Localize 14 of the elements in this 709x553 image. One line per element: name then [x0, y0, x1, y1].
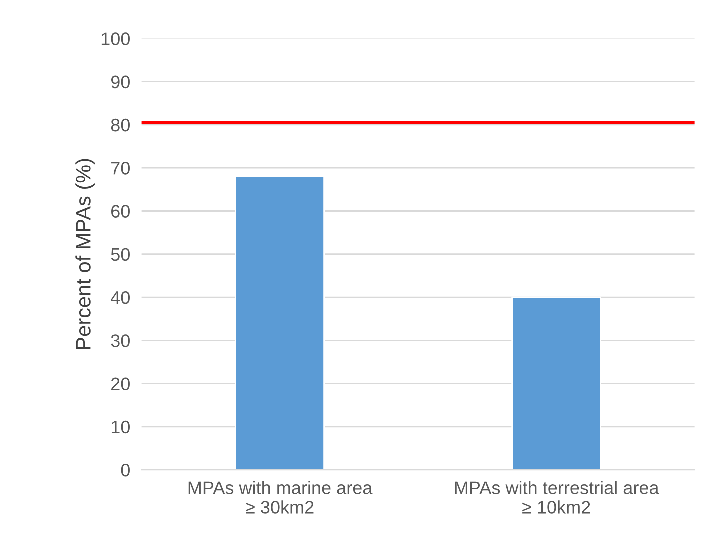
y-tick-label: 90: [111, 76, 130, 89]
y-tick-label: 10: [112, 420, 130, 434]
y-tick-label: 80: [111, 118, 130, 132]
x-tick-label: MPAs with marine area ≥ 30km2: [188, 481, 373, 514]
x-tick-label: MPAs with terrestrial area ≥ 10km2: [455, 481, 660, 514]
y-tick-label: 50: [111, 248, 130, 262]
y-axis-title: Percent of MPAs (%): [76, 159, 95, 350]
y-tick-label: 40: [111, 291, 130, 304]
y-tick-label: 20: [112, 378, 130, 390]
y-tick-label: 100: [102, 32, 130, 46]
y-tick-label: 60: [112, 205, 130, 218]
y-tick-label: 30: [111, 334, 130, 348]
y-tick-label: 0: [121, 464, 130, 477]
y-tick-label: 70: [112, 162, 130, 175]
